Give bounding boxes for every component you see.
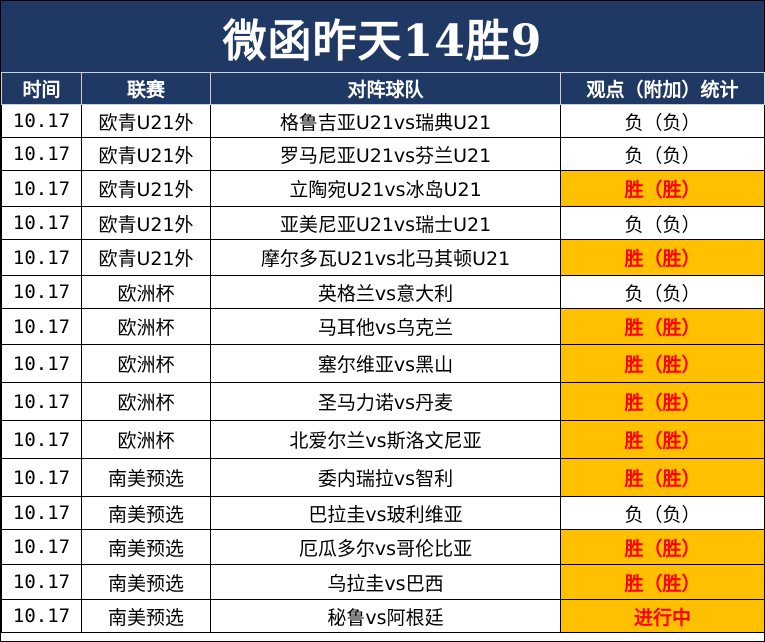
table-row: 10.17 欧青U21外 罗马尼亚U21vs芬兰U21 负（负） <box>1 137 765 171</box>
cell-league: 欧青U21外 <box>81 170 211 207</box>
cell-match: 厄瓜多尔vs哥伦比亚 <box>210 529 561 565</box>
cell-league: 欧洲杯 <box>81 382 211 421</box>
cell-result: 胜（胜） <box>560 420 765 459</box>
cell-league: 南美预选 <box>81 599 211 633</box>
cell-match: 乌拉圭vs巴西 <box>210 564 561 600</box>
cell-match: 圣马力诺vs丹麦 <box>210 382 561 421</box>
cell-time: 10.17 <box>1 206 82 240</box>
cell-league: 欧洲杯 <box>81 420 211 459</box>
table-row: 10.17 欧洲杯 北爱尔兰vs斯洛文尼亚 胜（胜） <box>1 420 765 459</box>
cell-league: 欧青U21外 <box>81 206 211 240</box>
cell-result: 负（负） <box>560 496 765 530</box>
cell-match: 摩尔多瓦U21vs北马其顿U21 <box>210 239 561 276</box>
cell-match: 北爱尔兰vs斯洛文尼亚 <box>210 420 561 459</box>
cell-league: 欧洲杯 <box>81 308 211 345</box>
cell-time: 10.17 <box>1 529 82 565</box>
cell-time: 10.17 <box>1 275 82 309</box>
header-match: 对阵球队 <box>210 72 561 105</box>
table-row: 10.17 欧青U21外 立陶宛U21vs冰岛U21 胜（胜） <box>1 170 765 207</box>
cell-league: 欧洲杯 <box>81 275 211 309</box>
cell-league: 南美预选 <box>81 564 211 600</box>
cell-time: 10.17 <box>1 382 82 421</box>
cell-league: 欧青U21外 <box>81 239 211 276</box>
cell-match: 秘鲁vs阿根廷 <box>210 599 561 633</box>
cell-result: 负（负） <box>560 206 765 240</box>
table-row: 10.17 南美预选 秘鲁vs阿根廷 进行中 <box>1 599 765 633</box>
table-row: 10.17 欧青U21外 格鲁吉亚U21vs瑞典U21 负（负） <box>1 104 765 138</box>
cell-match: 格鲁吉亚U21vs瑞典U21 <box>210 104 561 138</box>
cell-match: 委内瑞拉vs智利 <box>210 458 561 497</box>
cell-result: 胜（胜） <box>560 170 765 207</box>
table-row: 10.17 南美预选 巴拉圭vs玻利维亚 负（负） <box>1 496 765 530</box>
header-row: 时间 联赛 对阵球队 观点（附加）统计 <box>1 72 765 105</box>
cell-result: 胜（胜） <box>560 529 765 565</box>
cell-league: 欧青U21外 <box>81 137 211 171</box>
table-row: 10.17 欧洲杯 英格兰vs意大利 负（负） <box>1 275 765 309</box>
cell-result: 负（负） <box>560 137 765 171</box>
cell-time: 10.17 <box>1 496 82 530</box>
cell-league: 欧洲杯 <box>81 344 211 383</box>
cell-time: 10.17 <box>1 308 82 345</box>
cell-time: 10.17 <box>1 564 82 600</box>
cell-time: 10.17 <box>1 170 82 207</box>
sheet-title: 微函昨天14胜9 <box>1 1 764 72</box>
cell-result: 进行中 <box>560 599 765 633</box>
cell-time: 10.17 <box>1 239 82 276</box>
results-table: 时间 联赛 对阵球队 观点（附加）统计 10.17 欧青U21外 格鲁吉亚U21vs… <box>1 72 765 633</box>
header-time: 时间 <box>1 72 82 105</box>
cell-match: 塞尔维亚vs黑山 <box>210 344 561 383</box>
table-row: 10.17 欧青U21外 摩尔多瓦U21vs北马其顿U21 胜（胜） <box>1 239 765 276</box>
table-row: 10.17 南美预选 厄瓜多尔vs哥伦比亚 胜（胜） <box>1 529 765 565</box>
cell-result: 负（负） <box>560 104 765 138</box>
table-row: 10.17 南美预选 委内瑞拉vs智利 胜（胜） <box>1 458 765 497</box>
cell-time: 10.17 <box>1 137 82 171</box>
cell-match: 马耳他vs乌克兰 <box>210 308 561 345</box>
table-row: 10.17 欧洲杯 塞尔维亚vs黑山 胜（胜） <box>1 344 765 383</box>
cell-time: 10.17 <box>1 420 82 459</box>
table-row: 10.17 欧洲杯 马耳他vs乌克兰 胜（胜） <box>1 308 765 345</box>
cell-time: 10.17 <box>1 104 82 138</box>
cell-result: 负（负） <box>560 275 765 309</box>
cell-result: 胜（胜） <box>560 308 765 345</box>
table-row: 10.17 欧青U21外 亚美尼亚U21vs瑞士U21 负（负） <box>1 206 765 240</box>
cell-match: 亚美尼亚U21vs瑞士U21 <box>210 206 561 240</box>
cell-time: 10.17 <box>1 458 82 497</box>
cell-match: 立陶宛U21vs冰岛U21 <box>210 170 561 207</box>
cell-result: 胜（胜） <box>560 382 765 421</box>
cell-league: 南美预选 <box>81 458 211 497</box>
cell-result: 胜（胜） <box>560 564 765 600</box>
table-row: 10.17 南美预选 乌拉圭vs巴西 胜（胜） <box>1 564 765 600</box>
header-league: 联赛 <box>81 72 211 105</box>
cell-result: 胜（胜） <box>560 344 765 383</box>
table-row: 10.17 欧洲杯 圣马力诺vs丹麦 胜（胜） <box>1 382 765 421</box>
cell-result: 胜（胜） <box>560 458 765 497</box>
table-body: 10.17 欧青U21外 格鲁吉亚U21vs瑞典U21 负（负） 10.17 欧青U21外… <box>1 104 765 633</box>
cell-match: 巴拉圭vs玻利维亚 <box>210 496 561 530</box>
cell-match: 英格兰vs意大利 <box>210 275 561 309</box>
cell-result: 胜（胜） <box>560 239 765 276</box>
cell-time: 10.17 <box>1 599 82 633</box>
cell-match: 罗马尼亚U21vs芬兰U21 <box>210 137 561 171</box>
cell-league: 南美预选 <box>81 496 211 530</box>
header-result: 观点（附加）统计 <box>560 72 765 105</box>
cell-league: 南美预选 <box>81 529 211 565</box>
cell-league: 欧青U21外 <box>81 104 211 138</box>
cell-time: 10.17 <box>1 344 82 383</box>
